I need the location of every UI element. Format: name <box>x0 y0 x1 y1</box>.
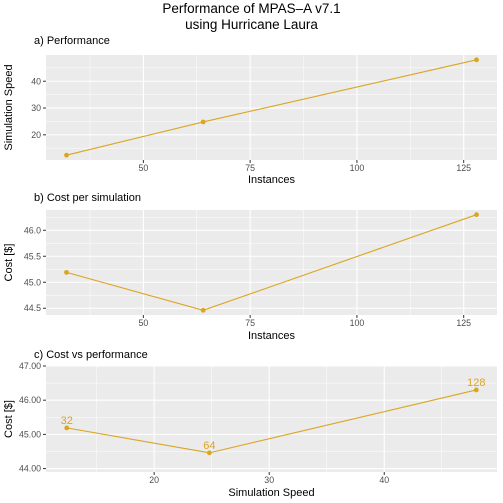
y-tick-label: 44.00 <box>19 464 41 474</box>
x-tick-label: 75 <box>245 318 255 328</box>
x-tick-label: 100 <box>350 163 365 173</box>
y-tick-label: 20 <box>31 130 41 140</box>
y-tick-label: 45.0 <box>24 277 41 287</box>
panel-background <box>46 366 497 472</box>
y-axis-title: Simulation Speed <box>3 64 15 150</box>
x-tick-label: 20 <box>149 475 159 485</box>
chart-performance: 50 75 100 125 20 30 40 a) Performance Instances S… <box>3 35 497 186</box>
x-tick-label: 40 <box>379 475 389 485</box>
x-axis-title: Instances <box>248 330 296 342</box>
chart-cost-per-simulation: 50 75 100 125 44.5 45.0 45.5 46.0 b) Cost per si… <box>3 192 497 342</box>
panel-background <box>46 210 497 315</box>
x-tick-label: 50 <box>138 163 148 173</box>
data-point <box>64 152 69 158</box>
x-axis-title: Simulation Speed <box>228 487 314 499</box>
y-tick-label: 47.00 <box>19 361 41 371</box>
data-point <box>473 387 479 393</box>
data-point <box>200 119 206 125</box>
figure-title-line1: Performance of MPAS–A v7.1 <box>162 1 340 16</box>
x-tick-label: 125 <box>456 318 471 328</box>
y-tick-label: 40 <box>31 76 41 86</box>
x-tick-label: 75 <box>245 163 255 173</box>
figure-title-line2: using Hurricane Laura <box>185 17 318 32</box>
panel-subtitle: c) Cost vs performance <box>34 349 148 361</box>
panel-subtitle: a) Performance <box>34 35 110 47</box>
point-label: 32 <box>61 415 73 427</box>
y-tick-label: 45.00 <box>19 429 41 439</box>
data-point <box>200 307 206 313</box>
x-axis-title: Instances <box>248 174 296 186</box>
y-tick-label: 46.0 <box>24 225 41 235</box>
x-tick-label: 125 <box>456 163 471 173</box>
data-point <box>64 425 70 431</box>
chart-cost-vs-performance: 20 30 40 44.00 45.00 46.00 47.00 32 64 128 c) Cost… <box>3 349 497 499</box>
point-label: 128 <box>467 377 485 389</box>
x-tick-label: 30 <box>264 475 274 485</box>
x-tick-label: 50 <box>138 318 148 328</box>
data-point <box>474 57 479 63</box>
point-label: 64 <box>203 440 215 452</box>
y-tick-label: 44.5 <box>24 303 41 313</box>
y-axis-title: Cost [$] <box>3 244 15 282</box>
data-point <box>206 450 212 456</box>
y-axis-title: Cost [$] <box>3 400 15 438</box>
y-tick-label: 46.00 <box>19 395 41 405</box>
y-tick-label: 45.5 <box>24 251 41 261</box>
panel-subtitle: b) Cost per simulation <box>34 192 141 204</box>
x-tick-label: 100 <box>350 318 365 328</box>
data-point <box>474 212 479 218</box>
y-tick-label: 30 <box>31 103 41 113</box>
data-point <box>64 269 69 275</box>
